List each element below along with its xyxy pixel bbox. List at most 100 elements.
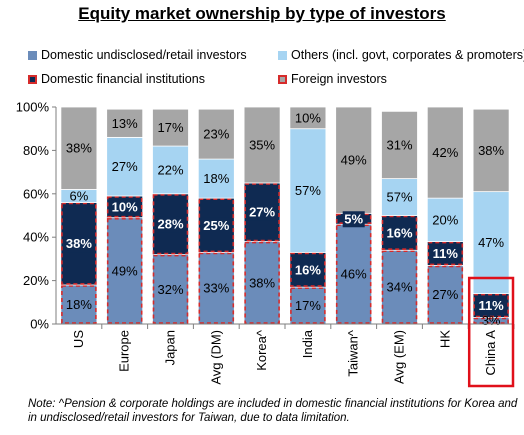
data-label: 28%	[157, 217, 183, 232]
legend-swatch-domestic-fi	[28, 75, 37, 84]
x-category-label: Taiwan^	[346, 329, 361, 376]
bar-segment-dashed-border	[473, 293, 509, 318]
legend-item-retail: Domestic undisclosed/retail investors	[28, 48, 247, 62]
y-tick-label: 80%	[23, 143, 49, 158]
data-label: 46%	[341, 267, 367, 282]
x-category-label: Europe	[117, 330, 132, 372]
bar-segment-dashed-border	[290, 287, 326, 324]
data-label: 16%	[295, 262, 321, 277]
bar-segment-dashed-border	[381, 215, 418, 251]
legend-item-domestic-fi: Domestic financial institutions	[28, 72, 205, 86]
data-label: 3%	[482, 313, 501, 328]
legend-swatch-retail	[28, 51, 37, 60]
data-label: 17%	[157, 120, 183, 135]
bar-segment-dashed-border	[198, 252, 235, 324]
legend-swatch-others	[278, 51, 287, 60]
bar-segment	[106, 217, 144, 325]
bar-segment	[152, 108, 189, 147]
data-label: 38%	[66, 236, 92, 251]
data-label: 32%	[157, 282, 183, 297]
bar-segment	[197, 108, 235, 160]
bar-segment	[289, 106, 327, 130]
data-label: 57%	[386, 190, 412, 205]
data-label: 17%	[295, 298, 321, 313]
data-label: 35%	[249, 137, 275, 152]
bar-segment	[335, 106, 373, 214]
bar-segment-dashed-border	[473, 317, 509, 324]
bar-segment	[243, 106, 281, 184]
y-tick-label: 100%	[16, 100, 50, 115]
data-label: 18%	[66, 297, 92, 312]
data-label: 27%	[112, 159, 138, 174]
bar-segment-dashed-border	[152, 254, 189, 324]
legend-item-others: Others (incl. govt, corporates & promote…	[278, 48, 524, 62]
bar-segment	[197, 158, 235, 199]
bar-segment-dashed-border	[61, 202, 97, 285]
y-tick-label: 60%	[23, 186, 49, 201]
bar-segment-dashed-border	[198, 198, 235, 253]
data-label-background	[430, 245, 461, 262]
bar-segment	[152, 145, 189, 195]
bar-segment-dashed-border	[106, 217, 143, 324]
legend-label-foreign: Foreign investors	[291, 72, 387, 86]
bar-segment-dashed-border	[152, 194, 189, 255]
y-tick-label: 0%	[30, 317, 49, 332]
bar-segment-dashed-border	[244, 241, 280, 324]
footnote: Note: ^Pension & corporate holdings are …	[28, 398, 518, 424]
bar-segment	[60, 284, 98, 325]
x-category-label: India	[300, 329, 315, 358]
chart-title: Equity market ownership by type of inves…	[78, 4, 446, 23]
data-label: 31%	[386, 137, 412, 152]
data-label: 57%	[295, 183, 321, 198]
bar-segment-dashed-border	[427, 241, 464, 266]
data-label: 25%	[203, 218, 229, 233]
legend-swatch-foreign	[278, 75, 287, 84]
data-label: 34%	[386, 280, 412, 295]
bar-segment	[60, 106, 98, 190]
bar-segment-dashed-border	[427, 265, 464, 324]
data-label: 23%	[203, 127, 229, 142]
data-label: 27%	[432, 287, 458, 302]
bar-segment	[381, 178, 418, 216]
data-label-background	[247, 204, 278, 221]
bar-segment-dashed-border	[244, 183, 280, 242]
legend-label-others: Others (incl. govt, corporates & promote…	[291, 48, 524, 62]
x-category-label: HK	[437, 330, 452, 348]
data-label: 49%	[341, 153, 367, 168]
data-label: 10%	[112, 199, 138, 214]
bar-segment-dashed-border	[106, 196, 143, 218]
highlight-box-china-a	[467, 276, 515, 388]
data-label: 22%	[157, 162, 183, 177]
data-label: 11%	[478, 298, 504, 313]
x-category-label: Japan	[163, 330, 178, 365]
x-category-label: Korea^	[254, 329, 269, 371]
bar-segment	[472, 191, 510, 295]
data-label: 49%	[112, 263, 138, 278]
data-label: 38%	[66, 141, 92, 156]
data-label: 47%	[478, 235, 504, 250]
bar-segment	[243, 241, 281, 325]
data-label: 10%	[295, 110, 321, 125]
data-label: 38%	[478, 143, 504, 158]
bar-segment	[472, 108, 510, 193]
legend-label-domestic-fi: Domestic financial institutions	[41, 72, 205, 86]
bar-segment	[106, 108, 144, 138]
data-label: 13%	[112, 116, 138, 131]
data-label-background	[292, 262, 323, 279]
y-tick-label: 40%	[23, 230, 49, 245]
bar-segment	[426, 197, 464, 242]
data-label: 18%	[203, 171, 229, 186]
bar-segment	[426, 106, 464, 199]
bar-segment	[106, 136, 144, 197]
data-label-background	[109, 199, 140, 216]
bar-segment-dashed-border	[381, 250, 418, 324]
data-label: 20%	[432, 212, 458, 227]
bar-segment	[381, 110, 418, 180]
x-category-label: Avg (EM)	[392, 330, 407, 384]
data-label: 27%	[249, 205, 275, 220]
x-category-label: US	[71, 330, 86, 348]
data-label: 38%	[249, 275, 275, 290]
data-label: 6%	[70, 188, 89, 203]
x-category-label: China A	[483, 330, 498, 376]
bar-segment	[197, 251, 235, 325]
